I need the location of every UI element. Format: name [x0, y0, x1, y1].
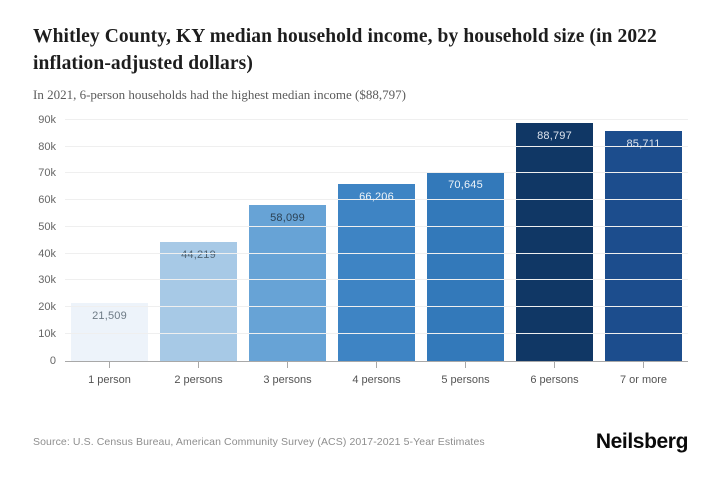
bar-3-persons: 58,099 [249, 205, 326, 361]
source-note: Source: U.S. Census Bureau, American Com… [33, 436, 485, 448]
gridline-10k [65, 333, 688, 335]
x-slot-7-or-more: 7 or more [599, 361, 688, 386]
bar-value-label-4-persons: 66,206 [359, 190, 394, 203]
y-tick-label-0: 0 [49, 354, 56, 367]
x-label-2-persons: 2 persons [174, 373, 223, 386]
x-slot-3-persons: 3 persons [243, 361, 332, 386]
bar-slot-6-persons: 88,797 [510, 120, 599, 361]
gridline-20k [65, 306, 688, 308]
bar-value-label-3-persons: 58,099 [270, 212, 305, 225]
gridline-30k [65, 279, 688, 281]
bar-5-persons: 70,645 [427, 171, 504, 361]
bar-slot-5-persons: 70,645 [421, 120, 510, 361]
bar-slot-2-persons: 44,219 [154, 120, 243, 361]
bar-slot-4-persons: 66,206 [332, 120, 421, 361]
y-tick-label-10k: 10k [38, 328, 56, 341]
gridline-50k [65, 225, 688, 227]
x-slot-4-persons: 4 persons [332, 361, 421, 386]
x-slot-6-persons: 6 persons [510, 361, 599, 386]
y-tick-label-30k: 30k [38, 274, 56, 287]
bar-value-label-7-or-more: 85,711 [626, 138, 661, 151]
x-tickmark-7-or-more [643, 361, 644, 368]
bar-chart: 21,509 44,219 58,099 66,206 70,645 88,797 85,7… [33, 114, 688, 386]
chart-title: Whitley County, KY median household inco… [33, 26, 657, 74]
x-label-3-persons: 3 persons [263, 373, 312, 386]
bar-value-label-1-person: 21,509 [92, 310, 127, 323]
bar-1-person: 21,509 [71, 303, 148, 361]
y-tick-label-40k: 40k [38, 247, 56, 260]
bars-container: 21,509 44,219 58,099 66,206 70,645 88,797 85,7… [65, 120, 688, 361]
gridline-80k [65, 145, 688, 147]
bar-slot-7-or-more: 85,711 [599, 120, 688, 361]
x-slot-2-persons: 2 persons [154, 361, 243, 386]
y-tick-label-70k: 70k [38, 167, 56, 180]
gridline-60k [65, 199, 688, 201]
x-label-4-persons: 4 persons [352, 373, 401, 386]
x-tickmark-1-person [109, 361, 110, 368]
x-label-5-persons: 5 persons [441, 373, 490, 386]
gridline-90k [65, 118, 688, 120]
bar-value-label-2-persons: 44,219 [181, 249, 216, 262]
bar-slot-3-persons: 58,099 [243, 120, 332, 361]
x-tickmark-2-persons [198, 361, 199, 368]
y-tick-label-60k: 60k [38, 194, 56, 207]
neilsberg-logo[interactable]: Neilsberg [595, 430, 689, 453]
bar-value-label-6-persons: 88,797 [537, 130, 572, 143]
y-tick-label-80k: 80k [38, 140, 56, 153]
x-label-6-persons: 6 persons [530, 373, 579, 386]
gridline-70k [65, 172, 688, 174]
y-tick-label-20k: 20k [38, 301, 56, 314]
bar-6-persons: 88,797 [516, 123, 593, 361]
bar-slot-1-person: 21,509 [65, 120, 154, 361]
x-label-7-or-more: 7 or more [619, 373, 668, 386]
x-slot-1-person: 1 person [65, 361, 154, 386]
x-slot-5-persons: 5 persons [421, 361, 510, 386]
bar-value-label-5-persons: 70,645 [448, 178, 483, 191]
footer: Source: U.S. Census Bureau, American Com… [33, 430, 688, 454]
chart-subtitle: In 2021, 6-person households had the hig… [33, 86, 406, 102]
x-tickmark-3-persons [287, 361, 288, 368]
bar-7-or-more: 85,711 [605, 131, 682, 361]
y-tick-label-50k: 50k [38, 220, 56, 233]
y-tick-label-90k: 90k [38, 113, 56, 126]
gridline-40k [65, 252, 688, 254]
x-tickmark-4-persons [376, 361, 377, 368]
plot-area: 21,509 44,219 58,099 66,206 70,645 88,797 85,7… [38, 114, 688, 367]
bar-4-persons: 66,206 [338, 183, 415, 361]
x-label-1-person: 1 person [88, 373, 131, 386]
x-tickmark-6-persons [554, 361, 555, 368]
x-axis: 1 person 2 persons 3 persons 4 persons 5 per… [65, 361, 688, 386]
bar-2-persons: 44,219 [160, 242, 237, 361]
x-tickmark-5-persons [465, 361, 466, 368]
